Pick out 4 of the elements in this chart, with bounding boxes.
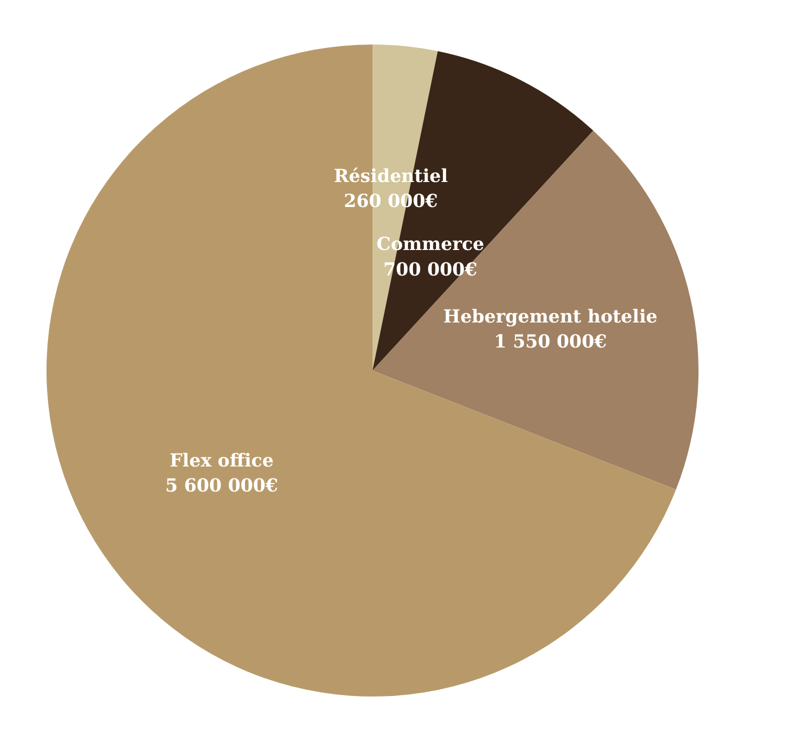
slice-label: Hebergement hotelie [443,306,658,328]
data-label: 5 600 000€ [165,475,278,496]
slice-label: Flex office [170,450,274,472]
data-label: 1 550 000€ [494,332,607,353]
